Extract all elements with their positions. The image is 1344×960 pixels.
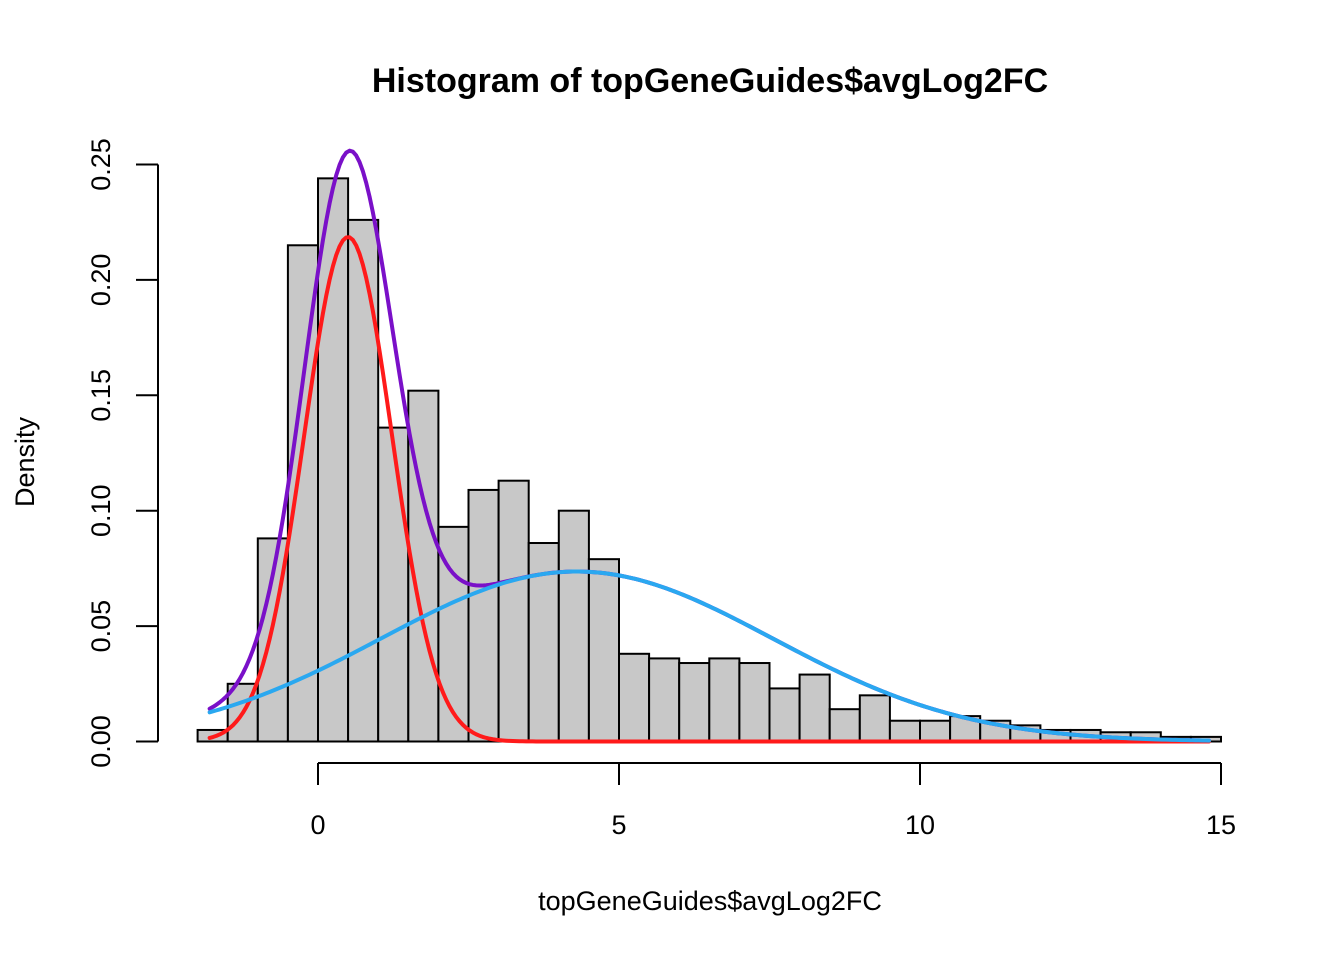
y-tick-label: 0.00	[86, 715, 116, 768]
histogram-bar	[286, 244, 319, 743]
y-axis-label: Density	[10, 416, 40, 507]
y-tick-label: 0.20	[86, 254, 116, 307]
y-tick-label: 0.10	[86, 484, 116, 537]
chart-title: Histogram of topGeneGuides$avgLog2FC	[372, 62, 1048, 100]
histogram-bar	[708, 657, 741, 743]
histogram-bar	[557, 509, 590, 743]
x-tick-label: 10	[905, 810, 935, 840]
component2-density-curve	[207, 569, 1211, 743]
histogram-bar	[738, 662, 771, 743]
x-axis-label: topGeneGuides$avgLog2FC	[538, 886, 882, 916]
histogram-bar	[377, 426, 410, 743]
x-tick-label: 5	[611, 810, 626, 840]
component1-density-curve	[207, 235, 1211, 744]
y-tick-label: 0.05	[86, 600, 116, 653]
y-tick-label: 0.25	[86, 138, 116, 191]
histogram-bars	[196, 177, 1223, 743]
histogram-bar	[618, 652, 651, 743]
x-tick-label: 15	[1206, 810, 1236, 840]
histogram-bar	[798, 673, 831, 743]
histogram-bar	[828, 708, 861, 743]
y-axis: 0.00 0.05 0.10 0.15 0.20 0.25	[86, 138, 159, 768]
x-tick-label: 0	[310, 810, 325, 840]
histogram-bar	[919, 719, 952, 743]
density-curves	[207, 148, 1211, 744]
y-tick-label: 0.15	[86, 369, 116, 422]
histogram-bar	[587, 558, 621, 743]
histogram-bar	[888, 719, 922, 743]
histogram-bar	[858, 694, 891, 743]
histogram-bar	[467, 488, 500, 743]
histogram-bar	[497, 479, 530, 743]
histogram-bar	[768, 687, 801, 743]
histogram-bar	[648, 657, 681, 743]
histogram-bar	[678, 662, 711, 743]
histogram-bar	[347, 218, 380, 743]
histogram-bar	[437, 525, 470, 743]
x-axis: 0 5 10 15	[310, 762, 1236, 840]
